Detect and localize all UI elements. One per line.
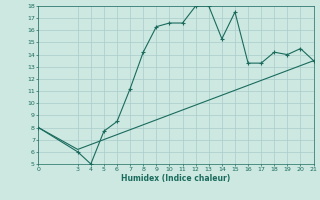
X-axis label: Humidex (Indice chaleur): Humidex (Indice chaleur) <box>121 174 231 183</box>
